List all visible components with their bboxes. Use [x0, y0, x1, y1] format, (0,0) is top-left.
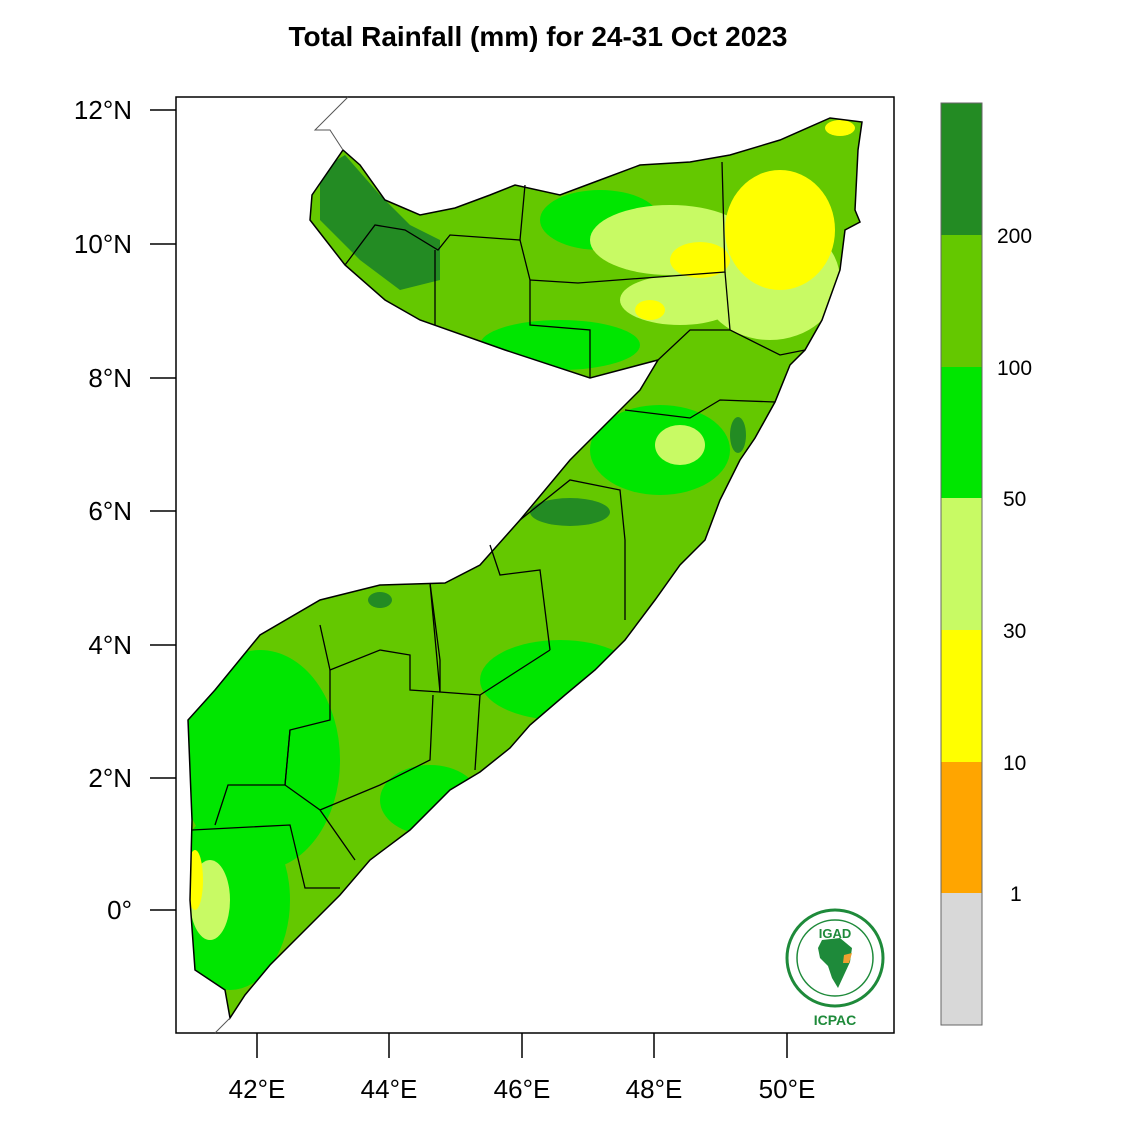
y-tick-label-4n: 4°N [88, 630, 132, 660]
neighbour-border-south [214, 1017, 231, 1034]
legend-swatch-30-50 [941, 498, 982, 630]
x-tick-label-42e: 42°E [229, 1074, 286, 1104]
legend-swatch-10-30 [941, 630, 982, 762]
y-tick-label-10n: 10°N [74, 229, 132, 259]
y-axis: 12°N 10°N 8°N 6°N 4°N 2°N 0° [74, 95, 176, 925]
logo-icpac-text: ICPAC [814, 1012, 857, 1028]
neighbour-border-djibouti [313, 96, 349, 151]
map-title: Total Rainfall (mm) for 24-31 Oct 2023 [289, 21, 788, 52]
legend-swatch-below-1 [941, 893, 982, 1025]
legend-swatch-200plus [941, 103, 982, 235]
admin-boundaries [191, 161, 806, 889]
legend-colorbar: 200 100 50 30 10 1 [940, 102, 1032, 1026]
x-tick-label-44e: 44°E [361, 1074, 418, 1104]
y-tick-label-0: 0° [107, 895, 132, 925]
igad-icpac-logo: IGAD ICPAC [785, 908, 885, 1028]
legend-swatch-1-10 [941, 762, 982, 893]
horn-highlight-icon [843, 953, 852, 963]
legend-swatch-50-100 [941, 367, 982, 498]
africa-map-icon [818, 938, 852, 988]
legend-label-30: 30 [1003, 620, 1026, 643]
logo-igad-text: IGAD [819, 926, 852, 941]
legend-label-200: 200 [997, 225, 1032, 248]
y-tick-label-12n: 12°N [74, 95, 132, 125]
y-tick-label-2n: 2°N [88, 763, 132, 793]
y-tick-label-8n: 8°N [88, 363, 132, 393]
x-tick-label-46e: 46°E [494, 1074, 551, 1104]
legend-label-50: 50 [1003, 488, 1026, 511]
y-tick-label-6n: 6°N [88, 496, 132, 526]
legend-label-10: 10 [1003, 752, 1026, 775]
legend-frame [940, 102, 983, 1026]
legend-swatch-100-200 [941, 235, 982, 367]
x-axis: 42°E 44°E 46°E 48°E 50°E [229, 1033, 816, 1104]
x-tick-label-50e: 50°E [759, 1074, 816, 1104]
legend-label-100: 100 [997, 357, 1032, 380]
x-tick-label-48e: 48°E [626, 1074, 683, 1104]
legend-label-1: 1 [1010, 883, 1022, 906]
